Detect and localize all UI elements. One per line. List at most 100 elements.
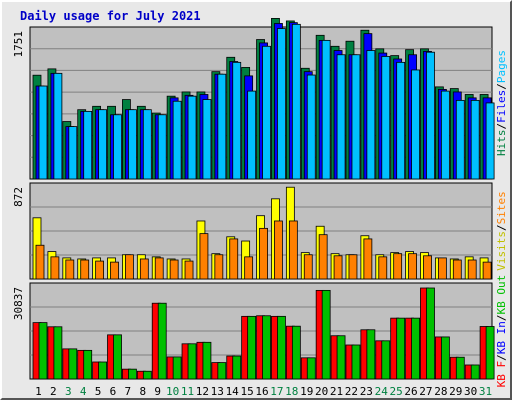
bar-hits-pages-day-4 [83, 110, 93, 180]
bar-volume-kb-out-day-13 [217, 362, 227, 380]
bar-hits-pages-day-23 [366, 50, 376, 180]
bar-visits-sites-day-2 [50, 256, 60, 280]
legend-entry: KB F [495, 361, 508, 388]
legend-entry: KB Out [495, 275, 508, 315]
x-tick-label-22: 22 [345, 385, 358, 398]
bar-hits-pages-day-1 [38, 85, 48, 180]
bar-volume-kb-out-day-4 [83, 349, 93, 380]
bar-visits-sites-day-23 [363, 238, 373, 280]
x-tick-label-27: 27 [419, 385, 432, 398]
bar-hits-pages-day-13 [217, 73, 227, 180]
bar-hits-pages-day-15 [247, 90, 257, 180]
x-tick-label-12: 12 [196, 385, 209, 398]
bar-volume-kb-out-day-1 [38, 322, 48, 380]
bar-volume-kb-out-day-12 [202, 341, 212, 380]
bar-volume-kb-out-day-23 [366, 329, 376, 380]
x-tick-label-24: 24 [375, 385, 389, 398]
bar-volume-kb-out-day-15 [247, 315, 257, 380]
bar-hits-pages-day-24 [381, 56, 391, 180]
bar-visits-sites-day-25 [393, 253, 403, 280]
x-tick-label-19: 19 [300, 385, 313, 398]
bar-volume-kb-out-day-31 [485, 326, 495, 380]
bar-volume-kb-out-day-29 [455, 356, 465, 380]
bar-visits-sites-day-19 [303, 254, 313, 280]
legend-entry: Hits [495, 130, 508, 157]
x-tick-label-18: 18 [285, 385, 298, 398]
bar-volume-kb-out-day-6 [113, 334, 122, 380]
bar-visits-sites-day-18 [288, 220, 298, 280]
bar-visits-sites-day-27 [423, 255, 432, 280]
x-tick-label-4: 4 [80, 385, 87, 398]
y-max-label-hits: 1751 [12, 31, 25, 58]
bar-visits-sites-day-11 [184, 260, 194, 280]
x-tick-label-11: 11 [181, 385, 194, 398]
bar-hits-pages-day-2 [53, 72, 63, 180]
bar-visits-sites-day-28 [437, 257, 447, 280]
bar-volume-kb-out-day-26 [411, 317, 420, 380]
panel-visits: 872 Visits/Sites [12, 182, 508, 280]
bar-hits-pages-day-14 [232, 61, 242, 180]
bar-visits-sites-day-6 [110, 261, 119, 280]
bar-volume-kb-out-day-16 [262, 315, 271, 380]
legend-hits: Hits/Files/Pages [495, 50, 508, 156]
bar-hits-pages-day-21 [336, 54, 346, 180]
bar-hits-pages-day-30 [470, 99, 480, 180]
bar-volume-kb-out-day-28 [440, 336, 450, 380]
legend-entry: Pages [495, 50, 508, 83]
legend-entry: / [495, 354, 508, 361]
x-tick-label-3: 3 [65, 385, 72, 398]
bar-visits-sites-day-24 [378, 256, 388, 280]
x-tick-label-14: 14 [226, 385, 240, 398]
legend-entry: / [495, 314, 508, 321]
bar-volume-kb-out-day-22 [351, 344, 361, 380]
x-tick-label-23: 23 [360, 385, 373, 398]
bar-volume-kb-out-day-2 [53, 326, 63, 380]
x-tick-label-8: 8 [139, 385, 146, 398]
bar-hits-pages-day-11 [187, 95, 197, 180]
bar-volume-kb-out-day-17 [277, 315, 286, 380]
x-tick-label-16: 16 [255, 385, 268, 398]
x-tick-label-1: 1 [35, 385, 42, 398]
legend-visits: Visits/Sites [495, 191, 508, 271]
bar-hits-pages-day-25 [396, 61, 406, 180]
x-tick-label-30: 30 [464, 385, 477, 398]
bar-volume-kb-out-day-30 [470, 364, 480, 380]
bar-visits-sites-day-13 [214, 254, 224, 280]
legend-volume: KB F/KB In/KB Out [495, 275, 508, 388]
bar-hits-pages-day-3 [68, 126, 78, 180]
bar-visits-sites-day-12 [199, 233, 209, 280]
x-tick-label-5: 5 [95, 385, 102, 398]
bar-volume-kb-out-day-11 [187, 343, 197, 380]
bar-visits-sites-day-21 [333, 255, 343, 280]
bar-hits-pages-day-19 [306, 74, 316, 180]
bar-visits-sites-day-30 [467, 259, 477, 280]
bar-visits-sites-day-26 [408, 253, 417, 280]
legend-entry: / [495, 83, 508, 90]
x-tick-label-10: 10 [166, 385, 179, 398]
bar-volume-kb-out-day-20 [321, 289, 331, 380]
x-tick-label-6: 6 [110, 385, 117, 398]
bar-visits-sites-day-17 [274, 220, 283, 280]
bar-volume-kb-out-day-7 [128, 368, 137, 380]
bar-volume-kb-out-day-3 [68, 348, 78, 380]
bar-hits-pages-day-22 [351, 54, 361, 180]
bar-visits-sites-day-9 [154, 257, 164, 280]
bar-hits-pages-day-20 [321, 39, 331, 180]
legend-entry: Visits [495, 231, 508, 271]
bar-volume-kb-out-day-8 [142, 370, 152, 380]
bar-volume-kb-out-day-5 [98, 361, 108, 380]
legend-entry: KB In [495, 321, 508, 354]
bar-hits-pages-day-16 [262, 45, 271, 180]
x-tick-label-9: 9 [154, 385, 161, 398]
bar-volume-kb-out-day-24 [381, 340, 391, 380]
bar-volume-kb-out-day-25 [396, 317, 406, 380]
bar-hits-pages-day-12 [202, 99, 212, 180]
bar-visits-sites-day-16 [259, 227, 268, 280]
bar-visits-sites-day-4 [80, 259, 90, 280]
bar-visits-sites-day-15 [244, 256, 254, 280]
x-tick-label-31: 31 [479, 385, 492, 398]
bar-volume-kb-out-day-27 [426, 287, 435, 380]
x-tick-label-7: 7 [125, 385, 132, 398]
